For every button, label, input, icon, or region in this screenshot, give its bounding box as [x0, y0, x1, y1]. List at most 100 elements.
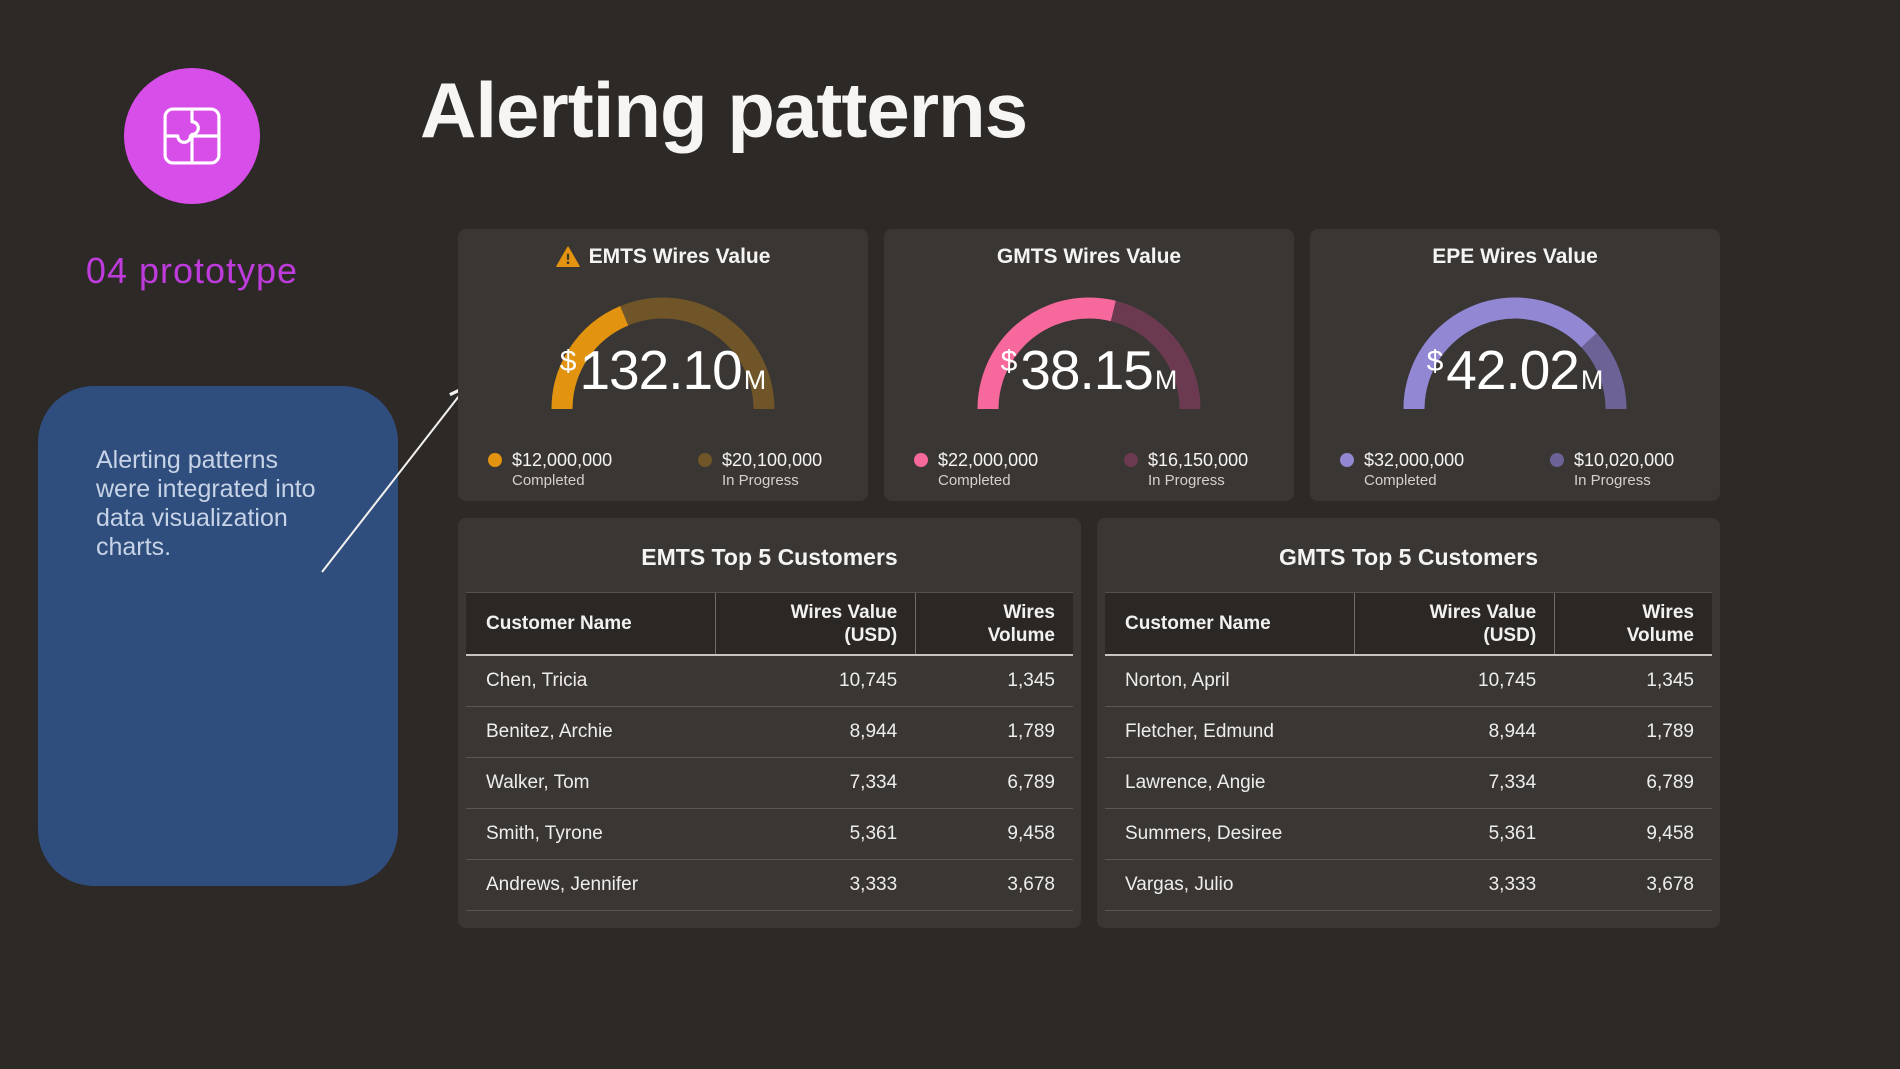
legend-item-in-progress: $16,150,000 In Progress	[1124, 449, 1248, 490]
table-cell: Fletcher, Edmund	[1125, 721, 1274, 742]
column-header: Wires Value (USD)	[1353, 593, 1554, 654]
gauge-unit: M	[1580, 365, 1604, 395]
annotation-text: Alerting patterns were integrated into d…	[96, 446, 316, 561]
gauge: $42.02M	[1395, 282, 1635, 416]
table-cell: 3,333	[849, 874, 898, 895]
table-cell: Lawrence, Angie	[1125, 772, 1266, 793]
gauge-card-epe: EPE Wires Value $42.02M $32,000,000 Comp…	[1310, 229, 1720, 501]
puzzle-icon	[163, 107, 221, 165]
table-cell: 3,678	[1007, 874, 1055, 895]
warning-icon	[555, 246, 580, 267]
legend-label: In Progress	[722, 472, 799, 489]
table-cell: 5,361	[1488, 823, 1537, 844]
gauge-arc	[977, 297, 1201, 410]
legend-dot	[914, 453, 928, 467]
table-cell: 3,678	[1646, 874, 1694, 895]
legend-amount: $12,000,000	[512, 450, 613, 470]
table-body: Chen, Tricia 10,745 1,345 Benitez, Archie 8,…	[466, 656, 1073, 911]
legend-label: Completed	[1364, 472, 1437, 489]
table-row: Vargas, Julio 3,333 3,678	[1105, 860, 1712, 911]
gauge-currency: $	[559, 345, 577, 378]
legend-dot	[1124, 453, 1138, 467]
table-cell: 9,458	[1646, 823, 1694, 844]
table-cell: 10,745	[1478, 670, 1537, 691]
prototype-label: 04 prototype	[85, 250, 299, 291]
table-cell: Norton, April	[1125, 670, 1230, 691]
gauge-number: 42.02	[1446, 339, 1580, 401]
table-row: Summers, Desiree 5,361 9,458	[1105, 809, 1712, 860]
gauge-currency: $	[1000, 345, 1018, 378]
gauge-card-title: EMTS Wires Value	[588, 245, 771, 268]
legend-dot	[488, 453, 502, 467]
gauge-card-emts: EMTS Wires Value $132.10M $12,000,000 Co…	[458, 229, 868, 501]
legend-item-completed: $12,000,000 Completed	[488, 449, 612, 490]
legend-amount: $20,100,000	[722, 450, 823, 470]
customer-tables: EMTS Top 5 Customers Customer Name Wires …	[458, 518, 1720, 928]
table-header-row: Customer Name Wires Value (USD) Wires Volu…	[1105, 592, 1712, 656]
gauge-value: $132.10M	[543, 338, 783, 402]
legend-item-in-progress: $10,020,000 In Progress	[1550, 449, 1674, 490]
table-row: Chen, Tricia 10,745 1,345	[466, 656, 1073, 707]
gauge-cards: EMTS Wires Value $132.10M $12,000,000 Co…	[458, 229, 1720, 501]
table-header-row: Customer Name Wires Value (USD) Wires Volu…	[466, 592, 1073, 656]
gauge: $132.10M	[543, 282, 783, 416]
gauge-arc	[1403, 297, 1627, 410]
gauge-number: 132.10	[579, 339, 742, 401]
legend-dot	[1550, 453, 1564, 467]
gauge-number: 38.15	[1020, 339, 1154, 401]
gauge-arc	[551, 297, 775, 410]
table-cell: Benitez, Archie	[486, 721, 613, 742]
legend-label: Completed	[938, 472, 1011, 489]
column-header: Customer Name	[1125, 613, 1271, 634]
legend-item-completed: $32,000,000 Completed	[1340, 449, 1464, 490]
table-row: Benitez, Archie 8,944 1,789	[466, 707, 1073, 758]
legend-item-in-progress: $20,100,000 In Progress	[698, 449, 822, 490]
column-header: Wires Volume	[915, 593, 1073, 654]
table-cell: 1,789	[1646, 721, 1694, 742]
table-row: Smith, Tyrone 5,361 9,458	[466, 809, 1073, 860]
legend-label: Completed	[512, 472, 585, 489]
legend-item-completed: $22,000,000 Completed	[914, 449, 1038, 490]
table-cell: 7,334	[1488, 772, 1537, 793]
gauge-value: $38.15M	[969, 338, 1209, 402]
gauge-card-header: EMTS Wires Value	[458, 245, 868, 269]
table-cell: Vargas, Julio	[1125, 874, 1234, 895]
table-cell: Walker, Tom	[486, 772, 590, 793]
table-row: Andrews, Jennifer 3,333 3,678	[466, 860, 1073, 911]
legend-amount: $16,150,000	[1148, 450, 1249, 470]
table-cell: 1,789	[1007, 721, 1055, 742]
table-cell: 9,458	[1007, 823, 1055, 844]
table-row: Norton, April 10,745 1,345	[1105, 656, 1712, 707]
puzzle-badge	[124, 68, 260, 204]
table-cell: 7,334	[849, 772, 898, 793]
table-title: EMTS Top 5 Customers	[641, 544, 898, 570]
table-cell: 5,361	[849, 823, 898, 844]
table-row: Walker, Tom 7,334 6,789	[466, 758, 1073, 809]
table-cell: 1,345	[1646, 670, 1694, 691]
gauge: $38.15M	[969, 282, 1209, 416]
gauge-unit: M	[1154, 365, 1178, 395]
table-cell: Andrews, Jennifer	[486, 874, 639, 895]
table-card-gmts: GMTS Top 5 Customers Customer Name Wires …	[1097, 518, 1720, 928]
gauge-card-title: EPE Wires Value	[1432, 245, 1598, 268]
legend-amount: $32,000,000	[1364, 450, 1465, 470]
legend-dot	[698, 453, 712, 467]
gauge-currency: $	[1426, 345, 1444, 378]
gauge-card-header: GMTS Wires Value	[884, 245, 1294, 269]
column-header: Wires Value (USD)	[714, 593, 915, 654]
table-cell: 1,345	[1007, 670, 1055, 691]
legend-label: In Progress	[1148, 472, 1225, 489]
table-title: GMTS Top 5 Customers	[1279, 544, 1538, 570]
column-header: Wires Volume	[1554, 593, 1712, 654]
table-row: Lawrence, Angie 7,334 6,789	[1105, 758, 1712, 809]
table-card-emts: EMTS Top 5 Customers Customer Name Wires …	[458, 518, 1081, 928]
annotation-arrow	[321, 384, 469, 573]
gauge-card-gmts: GMTS Wires Value $38.15M $22,000,000 Com…	[884, 229, 1294, 501]
gauge-card-title: GMTS Wires Value	[996, 245, 1182, 268]
table-cell: 10,745	[839, 670, 898, 691]
page-title: Alerting patterns	[420, 66, 1028, 154]
gauge-card-header: EPE Wires Value	[1310, 245, 1720, 269]
gauge-unit: M	[743, 365, 767, 395]
table-cell: Summers, Desiree	[1125, 823, 1283, 844]
